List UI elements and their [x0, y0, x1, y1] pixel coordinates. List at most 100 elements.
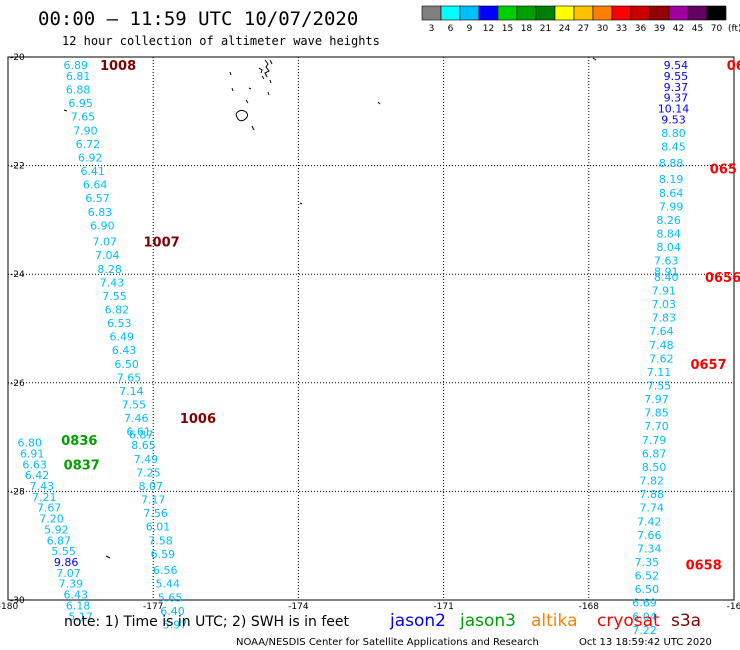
- swh-value-s3a: 6.89: [64, 59, 89, 72]
- swh-value-jason3: 7.20: [39, 513, 64, 526]
- legend-label: 3: [429, 24, 435, 34]
- swh-value-cryosat: 9.53: [661, 113, 686, 126]
- satellite-legend-altika: altika: [531, 611, 578, 631]
- legend-label: 12: [483, 24, 494, 34]
- legend-label: 9: [467, 24, 473, 34]
- swh-value-cryosat: 7.22: [632, 624, 657, 637]
- swh-value-s3a: 5.65: [158, 591, 183, 604]
- swh-value-cryosat: 7.70: [644, 420, 669, 433]
- legend-swatch: [611, 5, 632, 21]
- time-label-s3a: 1006: [180, 412, 216, 427]
- swh-value-s3a: 6.53: [107, 317, 132, 330]
- axis-tick-labels: -180 -177 -174 -171 -168 -16 -20 -22 -24 -26 -28 -3…: [0, 53, 740, 612]
- swh-value-cryosat: 8.84: [656, 227, 681, 240]
- swh-value-cryosat: 8.64: [659, 187, 684, 200]
- footer-credit: NOAA/NESDIS Center for Satellite Applica…: [236, 637, 539, 648]
- swh-value-s3a: 8.65: [131, 439, 156, 452]
- swh-value-cryosat: 6.69: [632, 597, 657, 610]
- legend-unit: (ft): [728, 24, 740, 34]
- swh-value-cryosat: 8.45: [661, 141, 686, 154]
- swh-value-cryosat: 7.64: [649, 325, 674, 338]
- legend-label: 21: [540, 24, 551, 34]
- satellite-legend-jason2: jason2: [389, 611, 446, 631]
- chart-subtitle: 12 hour collection of altimeter wave hei…: [62, 34, 380, 48]
- swh-value-s3a: 7.56: [143, 507, 168, 520]
- swh-value-jason3: 7.07: [56, 567, 81, 580]
- swh-value-cryosat: 6.04: [632, 610, 657, 623]
- time-label-cryosat: 06: [727, 59, 740, 74]
- swh-value-s3a: 6.59: [151, 548, 176, 561]
- legend-swatch: [668, 5, 689, 21]
- swh-value-s3a: 7.55: [122, 399, 147, 412]
- legend-swatch: [516, 5, 537, 21]
- islands: [63, 57, 597, 559]
- swh-value-jason3: 7.43: [30, 480, 55, 493]
- legend-label: 39: [654, 24, 666, 34]
- swh-value-s3a: 6.43: [112, 344, 137, 357]
- swh-value-jason3: 6.87: [47, 534, 72, 547]
- legend-label: 6: [448, 24, 454, 34]
- swh-value-s3a: 6.90: [90, 219, 115, 232]
- swh-value-jason3: 6.43: [64, 589, 89, 602]
- swh-value-cryosat: 8.04: [656, 241, 681, 254]
- swh-value-s3a: 6.82: [105, 303, 130, 316]
- swh-value-cryosat: 7.63: [654, 255, 679, 268]
- legend-swatch: [535, 5, 556, 21]
- footer-timestamp: Oct 13 18:59:42 UTC 2020: [579, 637, 712, 648]
- swh-value-cryosat: 7.79: [642, 434, 667, 447]
- swh-value-s3a: 6.88: [66, 84, 91, 97]
- swh-value-cryosat: 9.37: [664, 81, 689, 94]
- time-label-s3a: 1007: [144, 236, 180, 251]
- legend-swatch: [706, 5, 727, 21]
- swh-value-s3a: 8.28: [97, 263, 122, 276]
- swh-value-jason3: 6.91: [20, 447, 45, 460]
- swh-value-cryosat: 8.26: [656, 214, 681, 227]
- legend-label: 45: [692, 24, 703, 34]
- swh-value-s3a: 6.50: [114, 358, 139, 371]
- swh-value-s3a: 6.72: [76, 138, 101, 151]
- swh-value-s3a: 7.46: [124, 412, 149, 425]
- swh-value-cryosat: 8.91: [654, 265, 679, 278]
- swh-value-jason3: 6.80: [18, 437, 43, 450]
- swh-value-s3a: 6.61: [126, 426, 151, 439]
- legend-swatch: [440, 5, 461, 21]
- time-label-cryosat: 0657: [690, 358, 726, 373]
- y-tick-label: -28: [10, 487, 25, 497]
- swh-value-jason3: 5.17: [68, 610, 93, 623]
- legend-swatch: [687, 5, 708, 21]
- swh-labels: 9.549.559.379.3710.149.538.808.458.888.1…: [18, 59, 740, 637]
- swh-value-jason3: 7.39: [59, 578, 84, 591]
- swh-value-cryosat: 9.37: [664, 92, 689, 105]
- swh-value-cryosat: 10.14: [658, 103, 690, 116]
- swh-value-cryosat: 7.62: [649, 352, 674, 365]
- swh-value-s3a: 6.92: [78, 151, 103, 164]
- y-tick-label: -24: [10, 270, 25, 280]
- x-tick-label: -168: [579, 602, 600, 612]
- swh-value-cryosat: 7.55: [647, 380, 672, 393]
- swh-value-s3a: 7.65: [71, 111, 96, 124]
- y-tick-label: -30: [10, 596, 25, 606]
- x-tick-label: -16: [727, 602, 740, 612]
- swh-value-s3a: 6.81: [66, 70, 91, 83]
- legend-swatch: [573, 5, 594, 21]
- swh-value-cryosat: 7.48: [649, 339, 674, 352]
- swh-value-s3a: 6.57: [85, 192, 110, 205]
- y-tick-label: -20: [10, 53, 25, 63]
- satellite-legend-s3a: s3a: [671, 611, 701, 631]
- map-gridlines: [8, 57, 734, 600]
- swh-value-cryosat: 7.97: [644, 393, 669, 406]
- swh-value-cryosat: 7.42: [637, 515, 662, 528]
- swh-value-s3a: 6.01: [146, 521, 171, 534]
- swh-value-cryosat: 9.55: [664, 70, 689, 83]
- swh-value-jason3: 5.92: [44, 523, 69, 536]
- time-label-jason3: 0837: [64, 458, 100, 473]
- legend-label: 27: [578, 24, 589, 34]
- legend-swatch: [630, 5, 651, 21]
- swh-value-s3a: 7.25: [136, 466, 161, 479]
- swh-value-s3a: 7.43: [100, 276, 125, 289]
- footer-note: note: 1) Time is in UTC; 2) SWH is in fe…: [64, 614, 350, 630]
- legend-swatch: [554, 5, 575, 21]
- swh-value-s3a: 6.87: [129, 428, 154, 441]
- swh-value-s3a: 7.90: [73, 124, 98, 137]
- swh-value-s3a: 6.95: [68, 97, 93, 110]
